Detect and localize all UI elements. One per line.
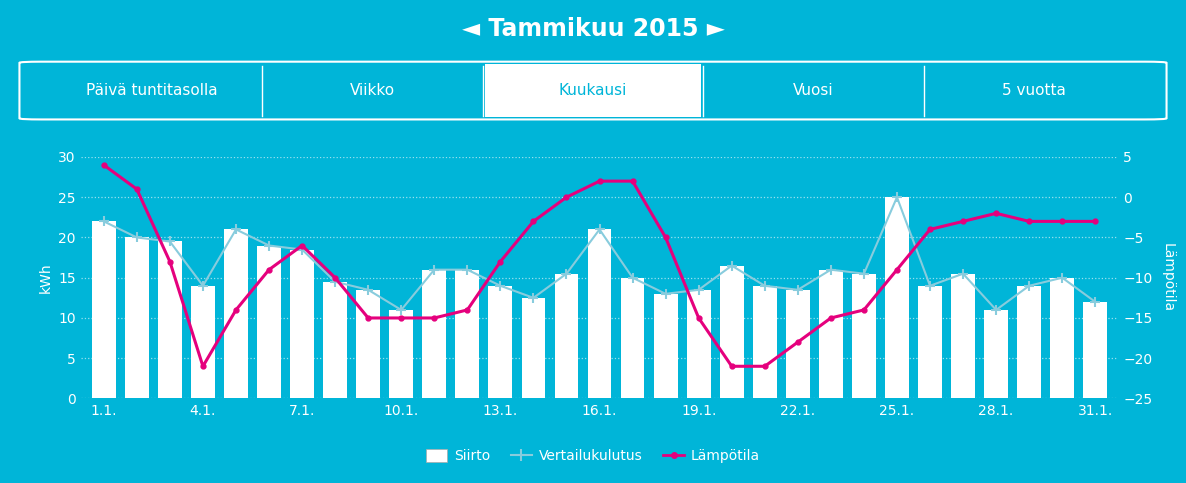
Bar	[422, 270, 446, 398]
Bar	[324, 282, 347, 398]
Text: 5 vuotta: 5 vuotta	[1002, 83, 1066, 98]
Bar	[522, 298, 546, 398]
Bar	[1083, 302, 1108, 398]
Bar	[786, 290, 810, 398]
Bar	[485, 64, 701, 117]
Bar	[720, 266, 744, 398]
FancyBboxPatch shape	[19, 62, 1167, 119]
Bar	[653, 294, 677, 398]
Bar	[224, 229, 248, 398]
Text: ◄ Tammikuu 2015 ►: ◄ Tammikuu 2015 ►	[461, 17, 725, 41]
Bar	[620, 278, 644, 398]
Bar	[257, 245, 281, 398]
Bar	[951, 274, 975, 398]
Bar	[820, 270, 843, 398]
Bar	[455, 270, 479, 398]
Text: Päivä tuntitasolla: Päivä tuntitasolla	[87, 83, 217, 98]
Bar	[158, 242, 181, 398]
Bar	[852, 274, 875, 398]
Text: Vuosi: Vuosi	[793, 83, 834, 98]
Bar	[91, 221, 116, 398]
Bar	[918, 286, 942, 398]
Bar	[356, 290, 380, 398]
Bar	[191, 286, 215, 398]
Bar	[753, 286, 777, 398]
Y-axis label: kWh: kWh	[39, 262, 52, 293]
Bar	[687, 290, 710, 398]
Bar	[1018, 286, 1041, 398]
Bar	[885, 197, 908, 398]
Bar	[489, 286, 512, 398]
Bar	[555, 274, 579, 398]
Bar	[125, 238, 148, 398]
Bar	[1051, 278, 1075, 398]
Bar	[587, 229, 612, 398]
Y-axis label: Lämpötila: Lämpötila	[1161, 243, 1175, 313]
Text: Kuukausi: Kuukausi	[559, 83, 627, 98]
Text: Viikko: Viikko	[350, 83, 395, 98]
Bar	[984, 310, 1008, 398]
Legend: Siirto, Vertailukulutus, Lämpötila: Siirto, Vertailukulutus, Lämpötila	[420, 444, 766, 469]
Bar	[389, 310, 413, 398]
Bar	[291, 250, 314, 398]
